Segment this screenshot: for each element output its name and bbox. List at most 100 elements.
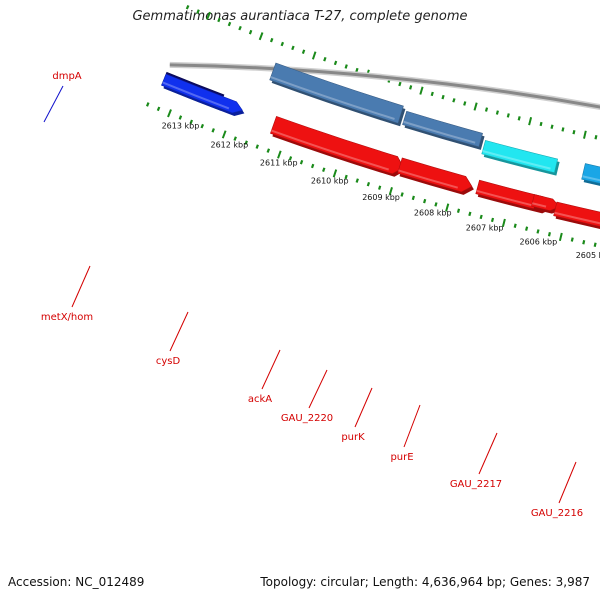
scale-tick-inner (217, 17, 221, 23)
scale-tick-outer (547, 232, 551, 237)
scale-tick-inner (561, 127, 565, 132)
scale-tick-inner (452, 98, 456, 103)
scale-tick-outer (411, 195, 415, 201)
scale-tick-inner (269, 37, 274, 43)
scale-tick-inner (594, 135, 598, 140)
gene-feature-highlight (271, 129, 390, 171)
scale-tick-outer (593, 242, 597, 247)
scale-tick-inner (409, 85, 413, 90)
backbone (169, 61, 600, 111)
scale-tick-outer (513, 223, 517, 228)
label-leader-line (261, 349, 281, 390)
gene-label-GAU_2217: GAU_2217 (450, 479, 502, 490)
gene-feature-highlight (398, 169, 458, 189)
scale-tick-inner (301, 49, 306, 54)
gene-feature-body (269, 62, 404, 124)
gene-label-purE: purE (390, 452, 413, 463)
gene-feature-body (481, 139, 559, 174)
gene-feature-highlight (482, 150, 551, 170)
scale-tick-outer (400, 192, 404, 197)
scale-tick-inner (463, 101, 467, 106)
scale-tick-outer (344, 174, 348, 180)
label-leader-line (43, 85, 64, 123)
scale-tick-outer (558, 232, 563, 242)
scale-tick-outer (332, 169, 338, 178)
scale-tick-inner (185, 4, 190, 10)
gene-feature-body (161, 73, 243, 114)
scale-tick-label: 2606 kbp (520, 237, 558, 246)
gene-feature-body (531, 194, 561, 211)
gene-label-purK: purK (341, 432, 365, 443)
scale-tick-outer (570, 237, 574, 242)
scale-tick-outer (378, 185, 382, 190)
gene-feature (402, 110, 485, 150)
scale-tick-outer (299, 159, 304, 165)
scale-tick-label: 2609 kbp (362, 193, 400, 202)
scale-tick-inner (419, 86, 424, 95)
scale-tick-outer (277, 150, 282, 159)
gene-feature-body (270, 116, 404, 175)
scale-tick-outer (490, 217, 495, 223)
scale-tick-label: 2611 kbp (260, 159, 298, 168)
map-title: Gemmatimonas aurantiaca T-27, complete g… (132, 9, 468, 24)
label-leader-line (71, 265, 91, 308)
label-leaders (43, 85, 577, 504)
scale-tick-outer (266, 148, 271, 153)
scale-tick-inner (583, 130, 587, 139)
scale-tick-inner (238, 25, 242, 31)
scale-tick-inner (484, 107, 489, 112)
accession-text: Accession: NC_012489 (8, 575, 145, 589)
scale-tick-inner (206, 11, 211, 20)
scale-tick-inner (495, 110, 499, 115)
scale-tick-outer (501, 218, 506, 227)
scale-tick-outer (388, 187, 393, 196)
scale-tick-outer (445, 203, 450, 212)
scale-tick-outer (322, 167, 326, 172)
scale-tick-inner (539, 121, 543, 127)
gene-feature (581, 163, 600, 186)
scale-tick-outer (434, 202, 438, 207)
gene-feature (270, 116, 406, 177)
gene-feature-highlight (582, 175, 600, 182)
scale-tick-inner (430, 91, 434, 97)
scale-tick-label: 2605 kbp (576, 251, 600, 260)
scale-tick-inner (227, 21, 232, 27)
scale-tick-inner (258, 32, 264, 41)
scale-ticks-outer (145, 102, 597, 247)
scale-tick-inner (311, 51, 317, 60)
scale-tick-outer (479, 214, 483, 220)
gene-label-metX: metX/hom (41, 312, 93, 323)
label-leader-line (478, 432, 498, 475)
scale-tick-inner (572, 129, 576, 135)
gene-feature (481, 139, 560, 176)
scale-tick-outer (288, 156, 293, 161)
scale-tick-outer (211, 128, 215, 133)
scale-tick-outer (468, 211, 472, 217)
label-leader-line (308, 369, 328, 409)
scale-tick-outer (178, 115, 183, 120)
gene-feature-body (397, 157, 473, 193)
scale-tick-labels: 2613 kbp 2612 kbp 2611 kbp 2610 kbp 2609 kbp… (162, 121, 600, 260)
gene-feature-highlight (531, 202, 547, 208)
scale-tick-inner (333, 60, 338, 66)
gene-feature (531, 194, 562, 214)
scale-tick-label: 2607 kbp (466, 223, 504, 232)
scale-tick-inner (196, 9, 200, 14)
gene-features (161, 62, 600, 229)
scale-tick-label: 2608 kbp (414, 209, 452, 218)
scale-tick-inner (550, 124, 554, 129)
scale-tick-outer (525, 226, 529, 231)
gene-feature (397, 157, 474, 195)
scale-tick-inner (528, 117, 533, 126)
gene-feature-highlight (162, 81, 230, 110)
scale-tick-outer (310, 163, 315, 169)
scale-tick-inner (280, 41, 285, 47)
scale-tick-outer (536, 229, 540, 234)
scale-tick-outer (189, 119, 194, 125)
scale-tick-inner (323, 56, 327, 62)
scale-tick-outer (423, 198, 427, 204)
gene-feature (269, 62, 406, 127)
gene-feature (161, 73, 245, 116)
scale-tick-outer (233, 136, 237, 141)
gene-label-cysD: cysD (156, 356, 181, 367)
